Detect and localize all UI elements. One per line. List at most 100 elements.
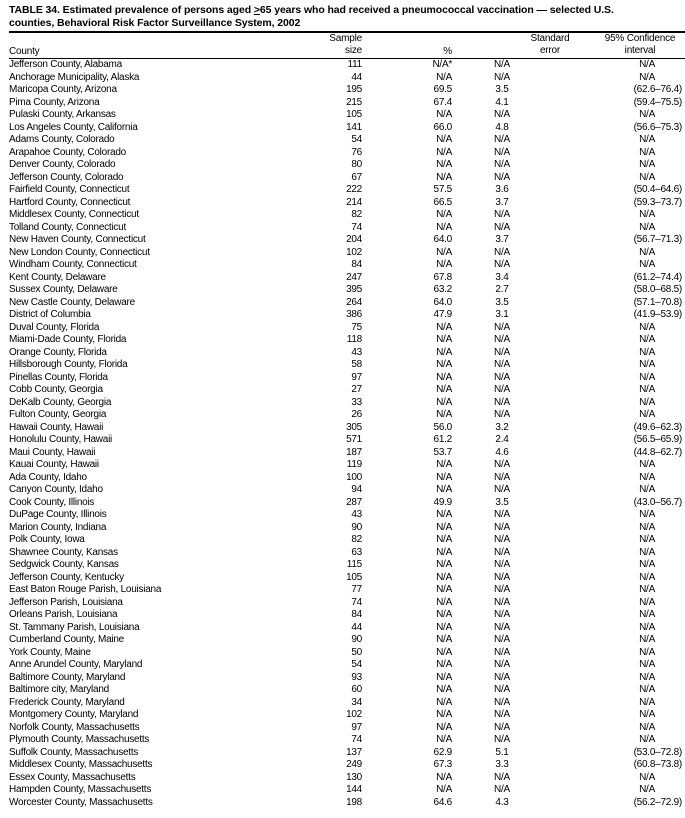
standard-error-cell: N/A bbox=[494, 109, 510, 120]
county-cell: Baltimore city, Maryland bbox=[9, 684, 109, 695]
county-cell: Cook County, Illinois bbox=[9, 496, 95, 508]
standard-error-cell: 3.4 bbox=[495, 271, 509, 283]
county-cell: Hampden County, Massachusetts bbox=[9, 784, 152, 795]
standard-error-cell: N/A bbox=[494, 221, 510, 233]
county-cell: Worcester County, Massachusetts bbox=[9, 796, 153, 808]
percent-cell: N/A bbox=[436, 634, 452, 645]
county-cell: District of Columbia bbox=[9, 309, 91, 320]
standard-error-cell: N/A bbox=[494, 59, 510, 70]
county-cell: Kent County, Delaware bbox=[9, 271, 106, 283]
standard-error-cell: N/A bbox=[494, 259, 510, 270]
sample-size-cell: 74 bbox=[351, 221, 362, 233]
percent-cell: N/A bbox=[436, 346, 452, 358]
table-row: New Castle County, Delaware 264 64.0 3.5 (57… bbox=[9, 297, 685, 310]
table-row: Hampden County, Massachusetts 144 N/A N/A N/… bbox=[9, 784, 685, 797]
standard-error-cell: N/A bbox=[494, 696, 510, 708]
sample-size-cell: 54 bbox=[351, 134, 362, 145]
county-cell: Anchorage Municipality, Alaska bbox=[9, 71, 140, 83]
sample-size-cell: 84 bbox=[351, 609, 362, 620]
confidence-interval-cell: N/A bbox=[639, 646, 655, 658]
table-row: Hartford County, Connecticut 214 66.5 3.7 (5… bbox=[9, 197, 685, 210]
sample-size-cell: 187 bbox=[346, 446, 362, 458]
confidence-interval-cell: (56.5–65.9) bbox=[633, 434, 683, 445]
county-cell: Middlesex County, Connecticut bbox=[9, 209, 139, 220]
confidence-interval-cell: N/A bbox=[639, 584, 655, 595]
county-cell: Windham County, Connecticut bbox=[9, 259, 137, 270]
percent-cell: N/A bbox=[436, 371, 452, 383]
standard-error-cell: N/A bbox=[494, 146, 510, 158]
confidence-interval-cell: N/A bbox=[639, 59, 655, 70]
table-row: Orleans Parish, Louisiana 84 N/A N/A N/A bbox=[9, 609, 685, 622]
county-cell: Middlesex County, Massachusetts bbox=[9, 759, 153, 770]
confidence-interval-cell: N/A bbox=[639, 359, 655, 370]
sample-size-cell: 111 bbox=[347, 59, 363, 70]
county-cell: Polk County, Iowa bbox=[9, 534, 85, 545]
standard-error-cell: N/A bbox=[494, 484, 510, 495]
county-cell: Suffolk County, Massachusetts bbox=[9, 746, 139, 758]
county-cell: Montgomery County, Maryland bbox=[9, 709, 139, 720]
table-row: York County, Maine 50 N/A N/A N/A bbox=[9, 647, 685, 660]
county-cell: Arapahoe County, Colorado bbox=[9, 146, 126, 158]
percent-cell: N/A bbox=[436, 459, 452, 470]
standard-error-cell: N/A bbox=[494, 334, 510, 345]
county-cell: St. Tammany Parish, Louisiana bbox=[9, 621, 140, 633]
table-row: Suffolk County, Massachusetts 137 62.9 5.1 (… bbox=[9, 747, 685, 760]
standard-error-cell: 4.3 bbox=[495, 796, 509, 808]
confidence-interval-cell: N/A bbox=[639, 209, 655, 220]
percent-cell: N/A bbox=[436, 646, 452, 658]
standard-error-cell: N/A bbox=[494, 671, 510, 683]
confidence-interval-cell: N/A bbox=[639, 684, 655, 695]
standard-error-cell: 2.7 bbox=[495, 284, 509, 295]
standard-error-cell: N/A bbox=[494, 559, 510, 570]
sample-size-cell: 67 bbox=[351, 171, 362, 183]
data-table: Jefferson County, Alabama 111 N/A* N/A N/A An… bbox=[9, 59, 685, 809]
county-cell: Adams County, Colorado bbox=[9, 134, 115, 145]
sample-size-cell: 571 bbox=[346, 434, 362, 445]
county-cell: DeKalb County, Georgia bbox=[9, 396, 112, 408]
table-row: Jefferson Parish, Louisiana 74 N/A N/A N/A bbox=[9, 597, 685, 610]
sample-size-cell: 247 bbox=[346, 271, 362, 283]
percent-cell: 61.2 bbox=[433, 434, 453, 445]
county-cell: Maui County, Hawaii bbox=[9, 446, 96, 458]
standard-error-cell: N/A bbox=[494, 71, 510, 83]
county-cell: Hillsborough County, Florida bbox=[9, 359, 128, 370]
percent-cell: N/A bbox=[436, 484, 452, 495]
sample-size-cell: 97 bbox=[351, 721, 362, 733]
standard-error-cell: N/A bbox=[494, 321, 510, 333]
county-cell: Maricopa County, Arizona bbox=[9, 84, 117, 95]
table-row: Miami-Dade County, Florida 118 N/A N/A N/A bbox=[9, 334, 685, 347]
county-cell: Jefferson County, Kentucky bbox=[9, 571, 124, 583]
standard-error-cell: N/A bbox=[494, 784, 510, 795]
table-row: Maui County, Hawaii 187 53.7 4.6 (44.8–62.7) bbox=[9, 447, 685, 460]
sample-size-cell: 75 bbox=[351, 321, 362, 333]
header-se-line1: Standard bbox=[530, 33, 570, 44]
county-cell: Miami-Dade County, Florida bbox=[9, 334, 127, 345]
confidence-interval-cell: N/A bbox=[639, 696, 655, 708]
percent-cell: N/A bbox=[436, 471, 452, 483]
standard-error-cell: 3.1 bbox=[495, 309, 509, 320]
standard-error-cell: N/A bbox=[494, 571, 510, 583]
table-row: St. Tammany Parish, Louisiana 44 N/A N/A N/A bbox=[9, 622, 685, 635]
county-cell: Norfolk County, Massachusetts bbox=[9, 721, 140, 733]
confidence-interval-cell: N/A bbox=[639, 471, 655, 483]
header-ci-line2: interval bbox=[624, 45, 656, 56]
percent-cell: N/A bbox=[436, 334, 452, 345]
percent-cell: N/A bbox=[436, 684, 452, 695]
title-suffix: 65 years who had received a pneumococcal… bbox=[259, 4, 614, 16]
percent-cell: N/A bbox=[436, 659, 452, 670]
county-cell: Plymouth County, Massachusetts bbox=[9, 734, 150, 745]
county-cell: Sussex County, Delaware bbox=[9, 284, 118, 295]
county-cell: Denver County, Colorado bbox=[9, 159, 116, 170]
standard-error-cell: 3.7 bbox=[495, 196, 509, 208]
percent-cell: N/A bbox=[436, 71, 452, 83]
header-percent: % bbox=[443, 46, 452, 57]
table-row: Kent County, Delaware 247 67.8 3.4 (61.2–74.… bbox=[9, 272, 685, 285]
sample-size-cell: 82 bbox=[351, 534, 362, 545]
table-row: Marion County, Indiana 90 N/A N/A N/A bbox=[9, 522, 685, 535]
confidence-interval-cell: N/A bbox=[639, 546, 655, 558]
percent-cell: N/A bbox=[436, 259, 452, 270]
standard-error-cell: N/A bbox=[494, 659, 510, 670]
header-sample-size: Sample size bbox=[300, 33, 362, 57]
standard-error-cell: 3.5 bbox=[495, 296, 509, 308]
confidence-interval-cell: (57.1–70.8) bbox=[633, 296, 683, 308]
